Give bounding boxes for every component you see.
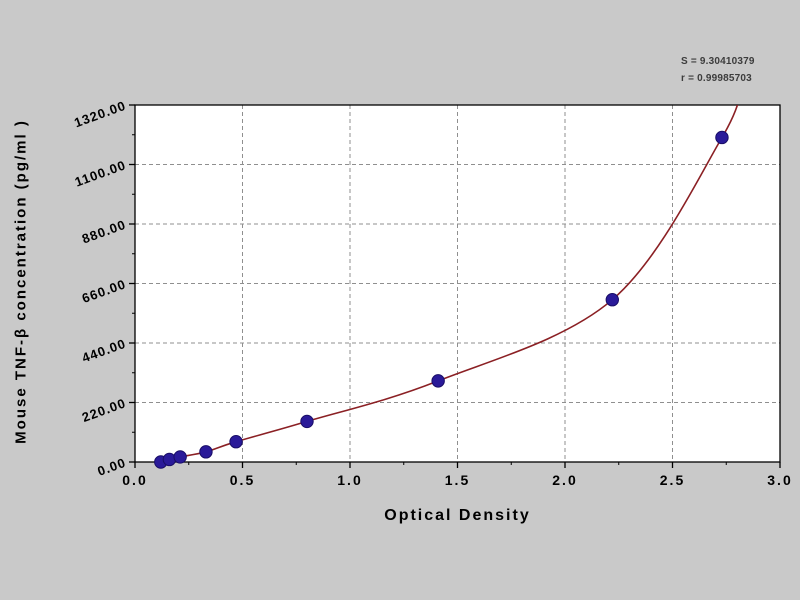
x-tick-label: 3.0 [767,472,792,488]
data-point [229,435,243,449]
x-axis-title: Optical Density [384,507,531,524]
fit-standard-error-value: S = 9.30410379 [681,56,755,67]
fit-correlation-value: r = 0.99985703 [681,73,752,84]
x-tick-label: 2.5 [660,472,685,488]
x-tick-label: 1.5 [445,472,470,488]
data-point [715,130,729,145]
data-point [173,450,187,464]
x-tick-label: 0.5 [230,472,255,488]
x-tick-label: 0.0 [122,472,147,488]
data-point [199,445,213,459]
x-tick-label: 2.0 [552,472,577,488]
data-point [605,293,619,307]
data-point [300,414,314,429]
x-tick-label: 1.0 [337,472,362,488]
fit-statistics: S = 9.30410379 r = 0.99985703 [681,53,755,87]
y-axis-title: Mouse TNF-β concentration (pg/ml ) [12,119,30,444]
data-point [431,374,445,388]
